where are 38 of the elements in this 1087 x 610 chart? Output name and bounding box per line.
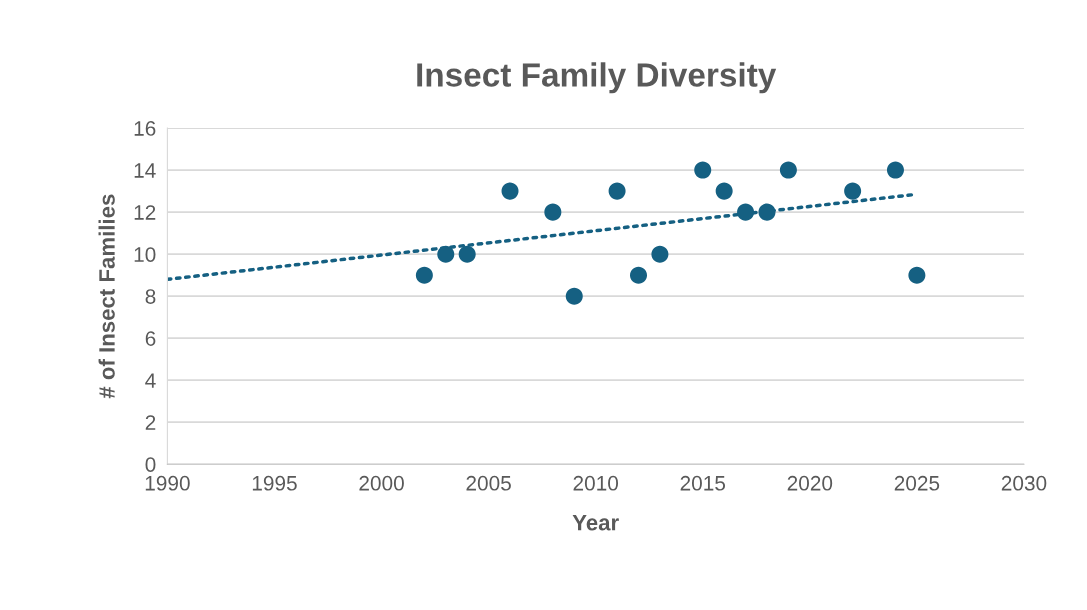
y-tick-label: 2 (145, 415, 156, 430)
point (886, 161, 904, 179)
point (694, 161, 712, 179)
chart-title: Insect Family Diversity (417, 62, 777, 94)
x-tick-label: 2025 (894, 475, 940, 491)
point (908, 266, 926, 284)
y-tick-label: 10 (134, 247, 156, 262)
point (544, 203, 562, 221)
point (737, 203, 755, 221)
point (565, 287, 583, 305)
x-tick-label: 2030 (1001, 475, 1047, 491)
x-tick-label: 2020 (787, 475, 833, 491)
point (844, 182, 862, 200)
point (715, 182, 733, 200)
point (779, 161, 797, 179)
point (758, 203, 776, 221)
x-axis-title: Year (572, 515, 619, 531)
x-tick-label: 2015 (680, 475, 726, 491)
x-tick-label: 2010 (573, 475, 619, 491)
point (651, 245, 669, 263)
y-tick-label: 4 (145, 373, 156, 388)
point (630, 266, 648, 284)
y-tick-label: 12 (134, 205, 156, 220)
y-tick-label: 16 (134, 121, 156, 136)
x-tick-label: 1995 (252, 475, 297, 491)
point (608, 182, 626, 200)
y-axis-title: # of Insect Families (98, 194, 115, 399)
y-tick-label: 6 (145, 331, 156, 346)
point (501, 182, 519, 200)
point (437, 245, 455, 263)
x-tick-label: 2000 (359, 475, 404, 491)
x-tick-label: 2005 (466, 475, 511, 491)
x-tick-label: 1990 (145, 475, 190, 491)
y-tick-label: 8 (145, 289, 156, 304)
point (458, 245, 476, 263)
y-tick-label: 14 (134, 163, 156, 178)
y-tick-label: 0 (145, 457, 156, 472)
point (415, 266, 433, 284)
